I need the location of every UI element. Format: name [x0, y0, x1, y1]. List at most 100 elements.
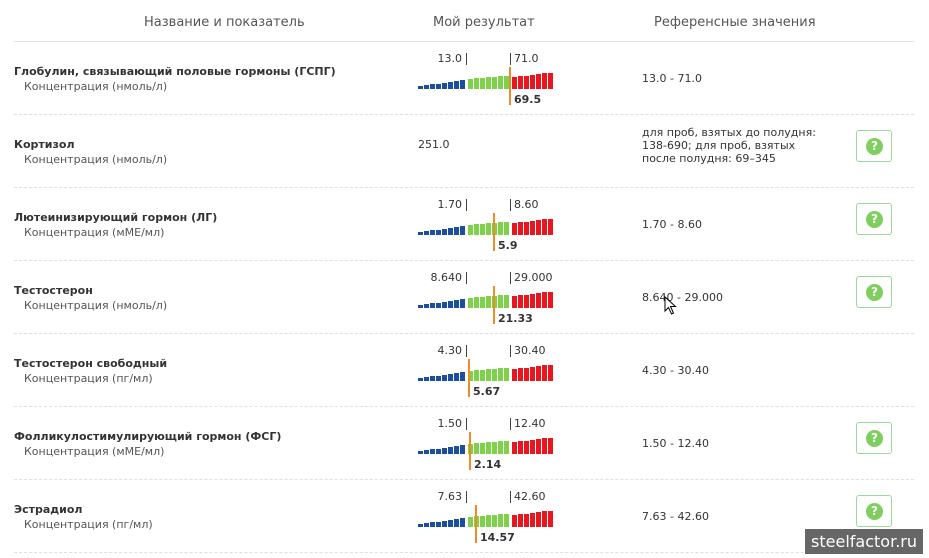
normal-range-segment — [474, 224, 479, 235]
above-range-segment — [536, 74, 541, 89]
ref-low-tick — [466, 272, 467, 284]
table-row: Лютеинизирующий гормон (ЛГ) Концентрация … — [14, 188, 914, 261]
above-range-segment — [536, 512, 541, 527]
above-range-segment — [542, 73, 547, 89]
above-range-segment — [524, 514, 529, 527]
table-header: Название и показатель Мой результат Рефе… — [14, 0, 914, 42]
below-range-segment — [436, 449, 441, 454]
ref-low-label: 8.640 — [430, 271, 463, 284]
table-row: Тестостерон Концентрация (нмоль/л) 8.640 29… — [14, 261, 914, 334]
ref-low-tick — [466, 418, 467, 430]
indicator-name: Тестостерон свободный — [14, 357, 168, 370]
normal-range-segment — [492, 442, 497, 454]
below-range-segment — [448, 520, 453, 527]
below-range-segment — [442, 375, 447, 381]
below-range-segment — [430, 376, 435, 381]
above-range-segment — [530, 440, 535, 454]
normal-range-segment — [480, 516, 485, 527]
normal-range-segment — [486, 223, 491, 235]
normal-range-segment — [468, 225, 473, 235]
result-gauge: 1.50 12.40 2.14 — [418, 407, 578, 480]
above-range-segment — [530, 513, 535, 527]
result-gauge: 1.70 8.60 5.9 — [418, 188, 578, 261]
above-range-segment — [548, 438, 553, 454]
normal-range-segment — [498, 368, 503, 381]
reference-values: 1.50 - 12.40 — [642, 437, 709, 450]
result-gauge: 13.0 71.0 69.5 — [418, 42, 578, 115]
help-button[interactable]: ? — [856, 422, 892, 454]
below-range-segment — [442, 302, 447, 308]
watermark: steelfactor.ru — [805, 529, 923, 554]
above-range-segment — [542, 365, 547, 381]
table-row: Глобулин, связывающий половые гормоны (Г… — [14, 42, 914, 115]
result-gauge: 8.640 29.000 21.33 — [418, 261, 578, 334]
reference-values: 7.63 - 42.60 — [642, 510, 709, 523]
indicator-unit: Концентрация (пг/мл) — [24, 518, 153, 531]
above-range-segment — [530, 367, 535, 381]
normal-range-segment — [480, 224, 485, 235]
below-range-segment — [436, 230, 441, 235]
below-range-segment — [454, 227, 459, 235]
result-marker — [469, 432, 471, 470]
table-row: Фолликулостимулирующий гормон (ФСГ) Конце… — [14, 407, 914, 480]
normal-range-segment — [480, 443, 485, 454]
above-range-segment — [524, 76, 529, 89]
normal-range-segment — [504, 295, 509, 308]
normal-range-segment — [486, 515, 491, 527]
above-range-segment — [542, 438, 547, 454]
below-range-segment — [454, 373, 459, 381]
below-range-segment — [418, 305, 423, 308]
result-value: 14.57 — [480, 531, 515, 544]
normal-range-segment — [480, 370, 485, 381]
normal-range-segment — [492, 369, 497, 381]
below-range-segment — [436, 376, 441, 381]
below-range-segment — [460, 226, 465, 235]
above-range-segment — [512, 296, 517, 308]
result-value: 5.9 — [498, 239, 518, 252]
above-range-segment — [536, 293, 541, 308]
normal-range-segment — [468, 371, 473, 381]
normal-range-segment — [486, 296, 491, 308]
help-button[interactable]: ? — [856, 276, 892, 308]
help-button[interactable]: ? — [856, 130, 892, 162]
help-button[interactable]: ? — [856, 495, 892, 527]
normal-range-segment — [474, 297, 479, 308]
below-range-segment — [442, 83, 447, 89]
above-range-segment — [548, 219, 553, 235]
normal-range-segment — [492, 77, 497, 89]
below-range-segment — [448, 447, 453, 454]
result-value: 69.5 — [514, 93, 542, 106]
reference-values: 8.640 - 29.000 — [642, 291, 723, 304]
result-gauge: 4.30 30.40 5.67 — [418, 334, 578, 407]
above-range-segment — [524, 368, 529, 381]
above-range-segment — [536, 366, 541, 381]
above-range-segment — [518, 222, 523, 235]
question-circle-icon: ? — [866, 503, 883, 520]
help-button[interactable]: ? — [856, 203, 892, 235]
above-range-segment — [512, 369, 517, 381]
below-range-segment — [430, 84, 435, 89]
below-range-segment — [430, 230, 435, 235]
table-row: Тестостерон свободный Концентрация (пг/мл… — [14, 334, 914, 407]
ref-low-tick — [466, 53, 467, 65]
ref-high-label: 12.40 — [514, 417, 546, 430]
below-range-segment — [436, 303, 441, 308]
ref-low-tick — [466, 345, 467, 357]
ref-high-tick — [510, 491, 511, 503]
question-circle-icon: ? — [866, 211, 883, 228]
result-value: 251.0 — [418, 138, 450, 151]
below-range-segment — [454, 519, 459, 527]
below-range-segment — [442, 521, 447, 527]
above-range-segment — [548, 511, 553, 527]
result-value: 2.14 — [474, 458, 502, 471]
below-range-segment — [430, 522, 435, 527]
normal-range-segment — [474, 443, 479, 454]
below-range-segment — [436, 84, 441, 89]
indicator-unit: Концентрация (пг/мл) — [24, 372, 153, 385]
ref-low-tick — [466, 199, 467, 211]
ref-high-label: 71.0 — [514, 52, 539, 65]
normal-range-segment — [504, 441, 509, 454]
below-range-segment — [424, 231, 429, 235]
indicator-unit: Концентрация (мМЕ/мл) — [24, 226, 165, 239]
above-range-segment — [524, 295, 529, 308]
